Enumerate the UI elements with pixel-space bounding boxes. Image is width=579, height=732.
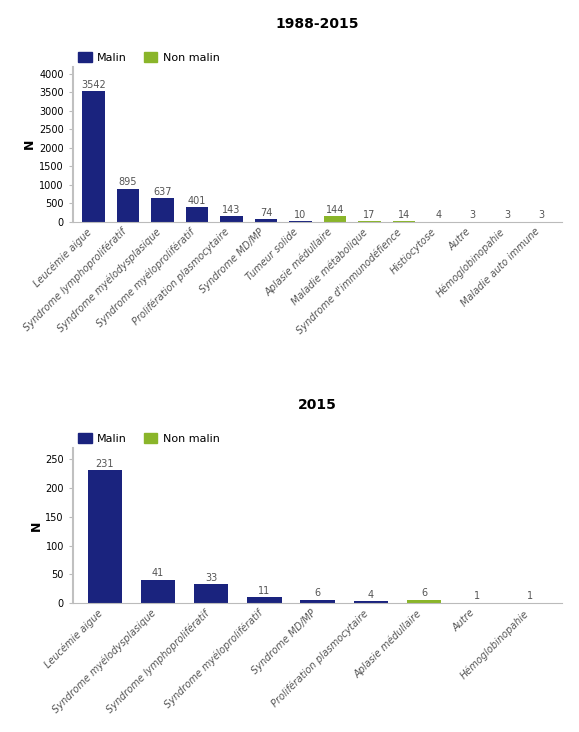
Y-axis label: N: N bbox=[23, 139, 36, 149]
Text: 144: 144 bbox=[325, 205, 344, 215]
Bar bbox=[255, 219, 277, 222]
Bar bbox=[186, 207, 208, 222]
Legend: Malin, Non malin: Malin, Non malin bbox=[78, 52, 219, 63]
Text: 41: 41 bbox=[152, 568, 164, 578]
Text: 401: 401 bbox=[188, 195, 206, 206]
Text: 143: 143 bbox=[222, 205, 241, 215]
Bar bbox=[324, 217, 346, 222]
Bar bbox=[406, 600, 441, 603]
Text: 74: 74 bbox=[260, 208, 272, 217]
Text: 4: 4 bbox=[368, 589, 374, 600]
Bar bbox=[220, 217, 243, 222]
Text: 6: 6 bbox=[421, 589, 427, 598]
Bar bbox=[141, 580, 175, 603]
Bar bbox=[301, 600, 335, 603]
Bar bbox=[151, 198, 174, 222]
Bar bbox=[87, 471, 122, 603]
Text: 637: 637 bbox=[153, 187, 172, 197]
Text: 3: 3 bbox=[504, 210, 510, 220]
Title: 1988-2015: 1988-2015 bbox=[276, 17, 360, 31]
Text: 231: 231 bbox=[96, 459, 114, 469]
Bar bbox=[194, 584, 229, 603]
Text: 1: 1 bbox=[474, 591, 480, 601]
Text: 17: 17 bbox=[363, 210, 376, 220]
Text: 895: 895 bbox=[119, 177, 137, 187]
Legend: Malin, Non malin: Malin, Non malin bbox=[78, 433, 219, 444]
Text: 10: 10 bbox=[294, 210, 306, 220]
Bar bbox=[247, 597, 282, 603]
Text: 6: 6 bbox=[314, 589, 321, 598]
Text: 33: 33 bbox=[205, 573, 217, 583]
Bar bbox=[82, 91, 105, 222]
Text: 3542: 3542 bbox=[81, 80, 106, 89]
Text: 11: 11 bbox=[258, 586, 270, 596]
Text: 3: 3 bbox=[470, 210, 476, 220]
Text: 3: 3 bbox=[538, 210, 545, 220]
Bar bbox=[117, 189, 139, 222]
Text: 1: 1 bbox=[527, 591, 533, 601]
Text: 14: 14 bbox=[398, 210, 410, 220]
Text: 4: 4 bbox=[435, 210, 441, 220]
Y-axis label: N: N bbox=[30, 520, 42, 531]
Bar bbox=[354, 601, 388, 603]
Title: 2015: 2015 bbox=[298, 398, 337, 412]
